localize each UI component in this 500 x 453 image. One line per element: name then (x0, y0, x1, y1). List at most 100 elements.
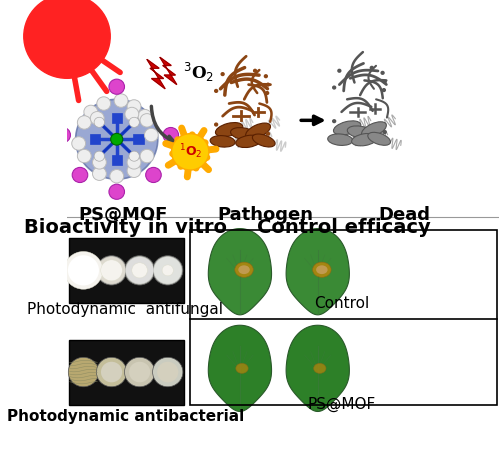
Circle shape (129, 151, 140, 161)
Circle shape (140, 149, 154, 163)
Ellipse shape (352, 134, 377, 146)
Circle shape (110, 169, 124, 183)
Circle shape (78, 116, 91, 129)
Ellipse shape (362, 122, 386, 137)
Ellipse shape (230, 128, 256, 140)
Circle shape (127, 156, 141, 169)
Text: Dead: Dead (378, 206, 430, 224)
Circle shape (64, 251, 103, 289)
Polygon shape (286, 229, 350, 315)
Circle shape (55, 127, 70, 143)
Text: $^3$O$_2$: $^3$O$_2$ (184, 60, 214, 83)
Circle shape (72, 168, 88, 183)
Circle shape (382, 88, 386, 92)
Circle shape (70, 257, 98, 284)
Bar (112, 113, 122, 123)
Ellipse shape (235, 262, 254, 277)
Circle shape (109, 79, 124, 94)
Ellipse shape (334, 121, 361, 135)
Text: Control: Control (314, 296, 369, 311)
Circle shape (124, 255, 155, 285)
Circle shape (132, 263, 148, 278)
Text: Bioactivity in vitro: Bioactivity in vitro (24, 218, 227, 237)
Bar (69, 340, 184, 405)
Circle shape (337, 69, 342, 73)
Text: Control efficacy: Control efficacy (257, 218, 430, 237)
Text: Pathogen: Pathogen (218, 206, 314, 224)
Circle shape (264, 74, 268, 78)
Circle shape (138, 110, 151, 123)
Ellipse shape (210, 135, 235, 147)
Circle shape (265, 91, 270, 95)
Circle shape (382, 130, 387, 134)
Circle shape (76, 99, 158, 179)
Circle shape (24, 0, 110, 78)
Circle shape (100, 260, 122, 281)
Circle shape (110, 133, 123, 145)
Bar (90, 134, 101, 145)
Text: $^1$O$_2$: $^1$O$_2$ (178, 143, 202, 161)
Bar (133, 134, 143, 145)
Circle shape (126, 257, 154, 284)
Circle shape (90, 111, 104, 125)
Circle shape (92, 167, 106, 180)
Circle shape (84, 105, 98, 119)
Circle shape (214, 122, 218, 127)
Circle shape (266, 82, 270, 87)
Ellipse shape (368, 132, 390, 145)
Circle shape (125, 107, 139, 121)
Ellipse shape (252, 134, 275, 147)
Circle shape (214, 89, 218, 93)
Circle shape (266, 132, 270, 136)
Circle shape (68, 357, 98, 387)
Circle shape (129, 117, 140, 127)
Circle shape (127, 100, 141, 113)
Circle shape (154, 257, 182, 284)
Circle shape (162, 265, 173, 276)
Circle shape (72, 137, 86, 150)
Circle shape (332, 86, 336, 90)
Text: Photodynamic  antifungal: Photodynamic antifungal (28, 302, 224, 317)
Bar (76, 42, 106, 51)
Ellipse shape (238, 265, 250, 274)
Circle shape (94, 151, 104, 161)
Circle shape (94, 117, 104, 127)
Circle shape (68, 255, 99, 285)
Circle shape (382, 80, 387, 84)
Circle shape (96, 357, 126, 387)
Circle shape (152, 255, 183, 285)
Bar (190, 231, 497, 405)
Circle shape (163, 127, 178, 143)
Circle shape (332, 119, 336, 123)
Ellipse shape (348, 126, 373, 138)
Ellipse shape (312, 262, 331, 277)
Circle shape (124, 357, 155, 387)
Bar (69, 238, 184, 303)
Polygon shape (208, 229, 272, 315)
Ellipse shape (236, 135, 262, 148)
Circle shape (370, 66, 374, 70)
Text: PS@MOF: PS@MOF (308, 396, 376, 412)
Circle shape (78, 149, 91, 163)
Circle shape (127, 164, 141, 178)
Text: Photodynamic antibacterial: Photodynamic antibacterial (6, 409, 244, 424)
Polygon shape (208, 325, 272, 411)
Circle shape (157, 362, 178, 382)
Ellipse shape (314, 363, 326, 373)
Circle shape (144, 128, 158, 142)
Circle shape (101, 362, 122, 382)
Circle shape (140, 114, 154, 127)
Circle shape (146, 168, 161, 183)
Circle shape (96, 255, 126, 285)
Circle shape (98, 257, 126, 284)
Ellipse shape (316, 265, 328, 274)
Polygon shape (160, 57, 177, 85)
Circle shape (109, 184, 124, 199)
Circle shape (152, 357, 183, 387)
Ellipse shape (216, 123, 243, 137)
Ellipse shape (236, 363, 248, 373)
Polygon shape (147, 59, 165, 89)
Text: PS@MOF: PS@MOF (78, 206, 168, 224)
Circle shape (114, 94, 128, 107)
Circle shape (92, 156, 106, 169)
